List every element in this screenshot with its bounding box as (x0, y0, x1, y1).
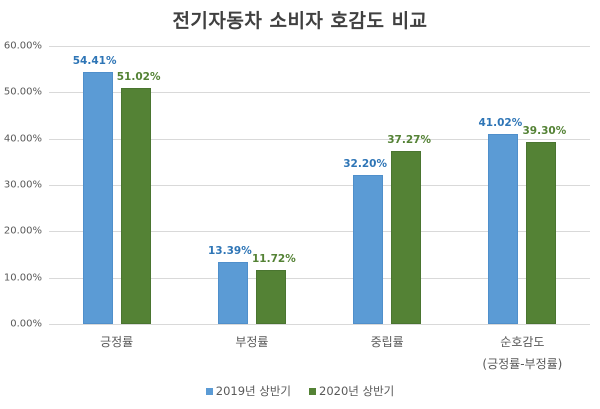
legend-item-2020: 2020년 상반기 (309, 383, 394, 399)
bar (526, 141, 557, 324)
legend-label-2019: 2019년 상반기 (215, 384, 291, 398)
gridline (49, 46, 590, 47)
y-tick-label: 30.00% (3, 179, 42, 191)
gridline (49, 278, 590, 279)
legend-swatch-2019 (205, 387, 213, 395)
bar (255, 269, 286, 324)
data-label: 54.41% (72, 54, 117, 67)
data-label: 11.72% (252, 252, 296, 265)
bar (488, 133, 519, 324)
chart-title: 전기자동차 소비자 호감도 비교 (172, 10, 428, 32)
bar (82, 71, 113, 324)
legend-item-2019: 2019년 상반기 (205, 383, 291, 399)
bar (217, 261, 248, 324)
legend: 2019년 상반기 2020년 상반기 (0, 383, 600, 399)
gridline (49, 324, 590, 325)
data-label: 41.02% (478, 116, 523, 129)
x-category-label: 긍정률 (100, 335, 134, 349)
legend-label-2020: 2020년 상반기 (319, 384, 395, 398)
gridline (49, 185, 590, 186)
data-label: 39.30% (522, 124, 567, 137)
bar (391, 151, 422, 324)
gridline (49, 231, 590, 232)
x-category-label: 중립률 (370, 335, 404, 349)
y-tick-label: 20.00% (3, 225, 42, 237)
legend-swatch-2020 (309, 387, 316, 395)
bar (353, 174, 384, 324)
y-tick-label: 40.00% (3, 133, 42, 145)
x-category-label: 부정률 (235, 335, 269, 349)
y-tick-label: 10.00% (3, 272, 42, 284)
y-tick-label: 0.00% (10, 318, 42, 330)
y-tick-label: 60.00% (3, 40, 42, 52)
y-tick-label: 50.00% (3, 86, 42, 98)
data-label: 37.27% (387, 134, 431, 147)
bar (120, 87, 151, 324)
data-label: 13.39% (208, 244, 252, 257)
gridline (49, 92, 590, 93)
x-category-label: 순호감도 (긍정률-부정률) (482, 335, 563, 371)
data-label: 51.02% (116, 70, 161, 83)
gridline (49, 139, 590, 140)
data-label: 32.20% (343, 157, 387, 170)
